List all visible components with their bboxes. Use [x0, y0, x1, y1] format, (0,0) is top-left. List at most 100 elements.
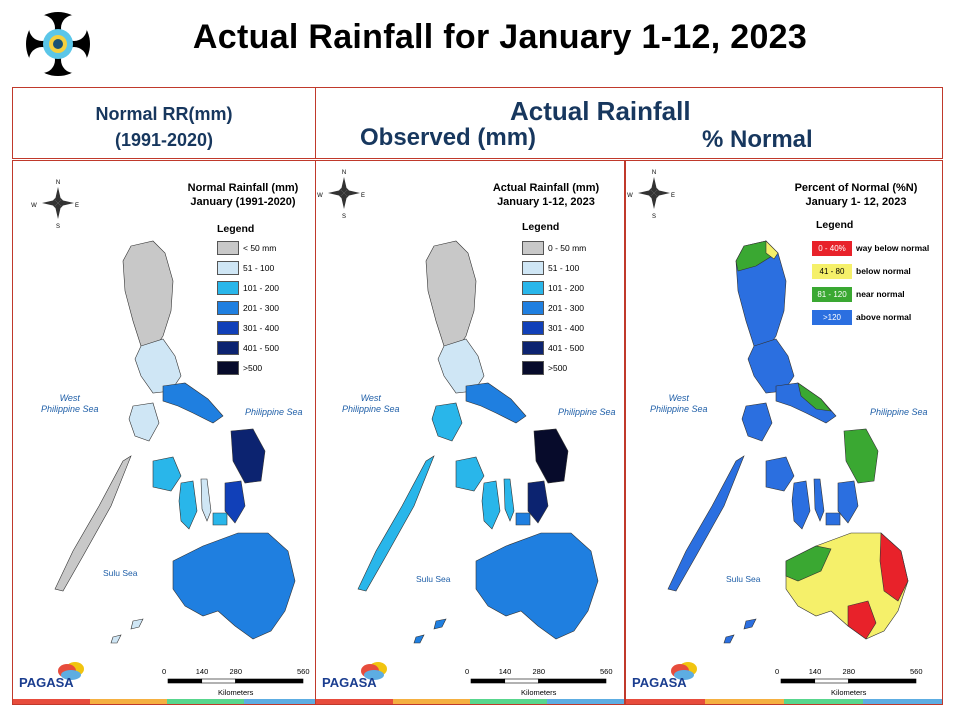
- scale-segment: [167, 678, 203, 684]
- legend-swatch: [522, 281, 544, 295]
- normal-rainfall-panel: N S W E Normal Rainfall (mm) January (1991-…: [12, 160, 322, 705]
- legend-title: Legend: [217, 223, 255, 235]
- island-palawan: [357, 455, 435, 592]
- pagasa-logo: PAGASA: [632, 662, 697, 690]
- legend-swatch: [217, 261, 239, 275]
- legend-swatch: [522, 341, 544, 355]
- compass-letter-w: W: [317, 193, 323, 199]
- island-mindanao: [172, 532, 296, 640]
- scale-segment: [235, 678, 304, 684]
- island-leyte: [527, 480, 549, 524]
- legend-item: 101 - 200: [522, 281, 584, 295]
- scale-tick-label: 140: [808, 667, 822, 676]
- legend-item: >120 above normal: [812, 309, 911, 325]
- scale-segment: [504, 678, 539, 684]
- island-sulu-arch: [743, 618, 757, 630]
- philippine-sea-label: Philippine Sea: [558, 407, 616, 417]
- philippine-sea-label: Philippine Sea: [245, 407, 303, 417]
- scale-unit-label: Kilometers: [831, 688, 867, 697]
- compass-letter-s: S: [342, 214, 346, 220]
- island-leyte: [224, 480, 246, 524]
- legend-item: 51 - 100: [217, 261, 274, 275]
- pagasa-logo: PAGASA: [19, 662, 84, 690]
- panel-title-line2: January (1991-2020): [190, 196, 296, 208]
- island-panay: [152, 456, 182, 492]
- legend-item: 301 - 400: [522, 321, 584, 335]
- island-samar: [533, 428, 569, 484]
- legend-label: near normal: [856, 289, 905, 299]
- panel-title: Actual Rainfall (mm) January 1-12, 2023: [476, 181, 616, 209]
- island-sulu-arch-2: [723, 634, 735, 644]
- legend-swatch: [217, 301, 239, 315]
- color-strip: [316, 699, 624, 704]
- island-luzon-north: [122, 240, 174, 352]
- legend-swatch: [522, 361, 544, 375]
- actual-rainfall-panel: N S W E Actual Rainfall (mm) January 1-12, …: [315, 160, 625, 705]
- compass-letter-w: W: [31, 203, 37, 209]
- philippines-map: N S W E: [31, 180, 304, 684]
- legend-swatch: [522, 301, 544, 315]
- panel-title-line2: January 1- 12, 2023: [805, 196, 907, 208]
- island-mindoro: [431, 402, 463, 442]
- compass-letter-e: E: [75, 203, 79, 209]
- compass-letter-n: N: [56, 180, 60, 186]
- legend-item: 101 - 200: [217, 281, 279, 295]
- island-leyte: [837, 480, 859, 524]
- island-sulu-arch-2: [110, 634, 122, 644]
- legend-label: 51 - 100: [243, 263, 275, 273]
- island-mindoro: [128, 402, 160, 442]
- compass-letter-w: W: [627, 193, 633, 199]
- panel-title-line1: Actual Rainfall (mm): [492, 182, 600, 194]
- legend-item: 41 - 80 below normal: [812, 263, 911, 279]
- panel-title-line2: January 1-12, 2023: [497, 196, 595, 208]
- west-philippine-sea-label: West Philippine Sea: [41, 393, 99, 414]
- percent-normal-header: % Normal: [702, 126, 813, 153]
- island-palawan: [54, 455, 132, 592]
- sulu-sea-label: Sulu Sea: [416, 574, 451, 584]
- scale-tick-label: 140: [195, 667, 209, 676]
- island-samar: [230, 428, 266, 484]
- island-negros: [481, 480, 501, 530]
- island-negros: [178, 480, 198, 530]
- island-cebu: [503, 478, 515, 522]
- panel-title-line1: Percent of Normal (%N): [794, 182, 918, 194]
- normal-header-line2: (1991-2020): [114, 130, 214, 150]
- legend-item: 201 - 300: [522, 301, 584, 315]
- zone-red-mindanao-south: [847, 600, 877, 640]
- panel-title: Normal Rainfall (mm) January (1991-2020): [173, 181, 313, 209]
- island-panay: [455, 456, 485, 492]
- legend-label: way below normal: [856, 243, 930, 253]
- legend-label: 101 - 200: [243, 283, 279, 293]
- zone-green-mindanao: [785, 545, 832, 582]
- legend-item: >500: [522, 361, 567, 375]
- scale-tick-label: 0: [162, 667, 167, 676]
- zone-red-mindanao-east: [879, 532, 909, 602]
- legend-item: 401 - 500: [522, 341, 584, 355]
- legend-swatch: [217, 361, 239, 375]
- scale-tick-label: 280: [229, 667, 243, 676]
- scale-segment: [814, 678, 849, 684]
- actual-rainfall-header: Actual Rainfall: [510, 96, 691, 126]
- west-philippine-sea-label: West Philippine Sea: [342, 393, 400, 414]
- legend-label: 301 - 400: [548, 323, 584, 333]
- legend-label: 201 - 300: [548, 303, 584, 313]
- scale-tick-label: 560: [297, 667, 310, 676]
- legend-item: 0 - 40% way below normal: [812, 240, 930, 256]
- legend-item: 401 - 500: [217, 341, 279, 355]
- island-negros: [791, 480, 811, 530]
- legend-item: 0 - 50 mm: [522, 241, 586, 255]
- legend-label: 51 - 100: [548, 263, 580, 273]
- observed-header: Observed (mm): [360, 124, 537, 151]
- legend-label: < 50 mm: [243, 243, 277, 253]
- legend-label: >500: [548, 363, 568, 373]
- legend-swatch: [217, 241, 239, 255]
- island-palawan: [667, 455, 745, 592]
- compass-letter-n: N: [342, 170, 346, 176]
- legend-title: Legend: [522, 221, 560, 233]
- zone-yellow-north: [765, 240, 779, 260]
- island-mindoro: [741, 402, 773, 442]
- scale-tick-label: 140: [498, 667, 512, 676]
- island-sulu-arch: [433, 618, 447, 630]
- legend-swatch: 81 - 120: [812, 286, 852, 302]
- compass-letter-n: N: [652, 170, 656, 176]
